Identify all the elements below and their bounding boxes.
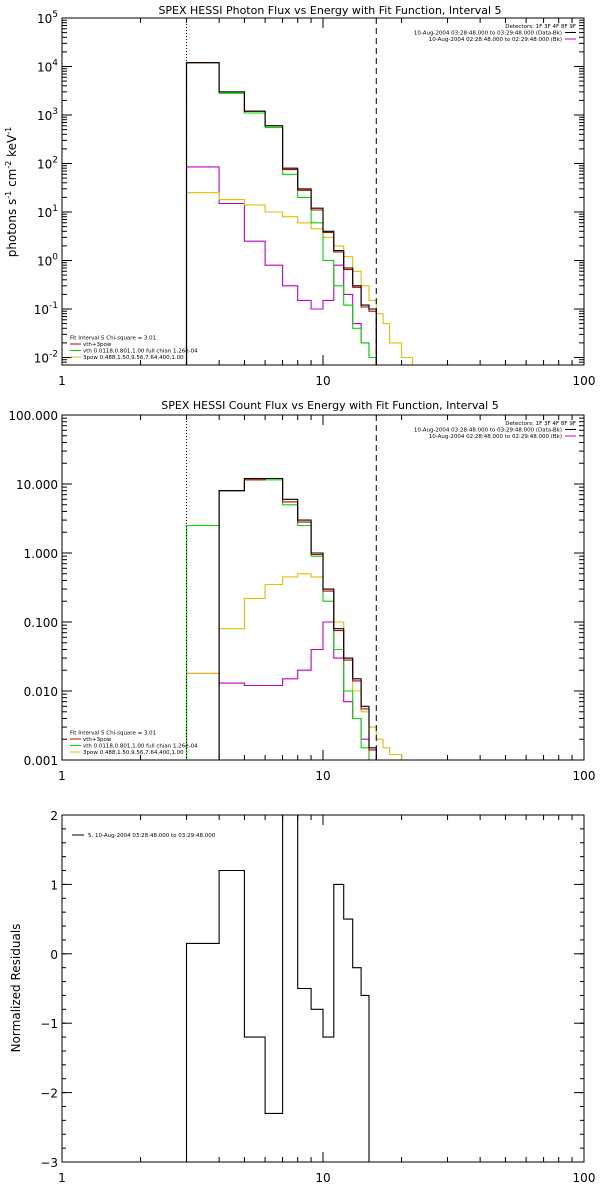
count-legend-bottomleft-entry: Fit Interval 5 Chi-square = 3.01 — [70, 731, 156, 737]
photon-y-tick-label: 102 — [37, 155, 58, 171]
residuals-plot-area: 1 10 100 −3 −2 −1 0 1 2 5. 10-Aug-2004 03:28:48.0… — [40, 809, 595, 1185]
count-y-tick-label: 0.001 — [24, 754, 58, 768]
photon-y-axis-label: photons s-1 cm-2 keV-1 — [4, 127, 19, 258]
photon-x-tick-label: 1 — [58, 374, 66, 388]
count-series-3pow — [185, 573, 413, 760]
count-x-tick-label: 1 — [58, 769, 66, 783]
count-legend-bottomleft-entry: vth 0.0118,0.801,1.00 full chian 1.26e-0… — [83, 744, 198, 750]
residuals-series-group — [185, 815, 377, 1162]
photon-chart-title: SPEX HESSI Photon Flux vs Energy with Fi… — [158, 4, 501, 17]
photon-legend-bottomleft-entry: Fit Interval 5 Chi-square = 3.01 — [70, 336, 156, 342]
count-series-vth — [185, 479, 377, 760]
photon-y-tick-base: 10 — [37, 206, 52, 220]
photon-y-tick-exponent: -2 — [49, 349, 58, 359]
photon-x-tick-label: 10 — [315, 374, 330, 388]
count-series-vth-3pow — [218, 477, 377, 760]
photon-y-tick-label: 104 — [37, 58, 58, 74]
count-series-bk — [185, 621, 377, 760]
photon-y-tick-exponent: 0 — [52, 252, 58, 262]
count-legend-bottomleft-entry: vth+3pow — [83, 737, 112, 743]
count-x-tick-label: 10 — [315, 769, 330, 783]
residuals-legend-topleft-entry: 5. 10-Aug-2004 03:28:48.000 to 03:29:48.… — [88, 833, 216, 839]
residuals-y-tick-label: −1 — [40, 1017, 58, 1031]
count-flux-panel: SPEX HESSI Count Flux vs Energy with Fit… — [8, 399, 595, 783]
photon-series-3pow — [185, 192, 413, 365]
photon-y-tick-label: 10-1 — [34, 301, 58, 317]
photon-y-tick-base: 10 — [34, 351, 49, 365]
photon-y-tick-label: 105 — [37, 10, 58, 26]
photon-y-tick-base: 10 — [37, 60, 52, 74]
photon-series-vth — [185, 62, 377, 365]
photon-y-tick-exponent: 1 — [52, 204, 58, 214]
photon-y-tick-label: 101 — [37, 204, 58, 220]
residuals-y-tick-label: 2 — [50, 809, 58, 823]
count-axes-frame — [61, 414, 585, 761]
photon-y-tick-exponent: 4 — [52, 58, 58, 68]
photon-series-data-bk — [185, 62, 377, 365]
residuals-x-tick-label: 100 — [573, 1171, 596, 1185]
photon-axes-frame — [61, 17, 585, 366]
count-series-data-bk — [218, 477, 377, 760]
photon-legend-bottomleft-entry: vth+3pow — [83, 342, 112, 348]
count-plot-area: 1 10 100 0.001 0.010 0.100 1.000 10.000 100.000 D… — [8, 409, 595, 783]
photon-flux-panel: SPEX HESSI Photon Flux vs Energy with Fi… — [4, 4, 595, 388]
count-legend-topright-entry: 10-Aug-2004 03:28:48.000 to 03:29:48.000… — [414, 428, 562, 434]
photon-legend-bottomleft-entry: vth 0.0118,0.801,1.00 full chian 1.26e-0… — [83, 349, 198, 355]
photon-y-tick-exponent: -1 — [49, 301, 58, 311]
residuals-y-tick-label: −3 — [40, 1156, 58, 1170]
photon-legend-topright-entry: 10-Aug-2004 03:28:48.000 to 03:29:48.000… — [414, 31, 562, 37]
photon-plot-area: 1 10 10010-210-1100101102103104105Detector… — [34, 10, 596, 388]
photon-y-tick-base: 10 — [37, 109, 52, 123]
photon-legend-topright-entry: Detectors: 1F 3F 4F 8F 9F — [505, 24, 576, 30]
count-legend-topright-entry: Detectors: 1F 3F 4F 8F 9F — [505, 421, 576, 427]
photon-y-tick-label: 103 — [37, 107, 58, 123]
count-chart-title: SPEX HESSI Count Flux vs Energy with Fit… — [161, 399, 498, 412]
photon-y-tick-label: 100 — [37, 252, 58, 268]
residuals-y-tick-label: 1 — [50, 878, 58, 892]
count-y-tick-label: 100.000 — [8, 409, 58, 423]
count-series-group — [185, 477, 413, 760]
photon-y-tick-base: 10 — [37, 254, 52, 268]
count-legend-topright-entry: 10-Aug-2004 02:28:48.000 to 02:29:48.000… — [429, 434, 562, 440]
photon-series-vth-3pow — [185, 62, 377, 365]
count-y-tick-label: 0.010 — [24, 685, 58, 699]
count-y-tick-label: 0.100 — [24, 616, 58, 630]
residuals-y-tick-label: −2 — [40, 1087, 58, 1101]
residuals-x-tick-label: 10 — [315, 1171, 330, 1185]
residuals-x-tick-label: 1 — [58, 1171, 66, 1185]
count-y-tick-label: 10.000 — [16, 478, 58, 492]
residuals-series-5-10-aug-2004-03-28-48-000-to-03-29-48-000 — [185, 815, 377, 1162]
photon-y-tick-exponent: 2 — [52, 155, 58, 165]
photon-y-tick-base: 10 — [37, 12, 52, 26]
photon-y-tick-exponent: 3 — [52, 107, 58, 117]
count-y-tick-label: 1.000 — [24, 547, 58, 561]
photon-y-tick-base: 10 — [34, 303, 49, 317]
residuals-y-axis-label: Normalized Residuals — [9, 924, 23, 1053]
residuals-y-tick-label: 0 — [50, 948, 58, 962]
count-x-tick-label: 100 — [573, 769, 596, 783]
photon-series-group — [185, 62, 413, 365]
photon-y-tick-label: 10-2 — [34, 349, 58, 365]
photon-y-tick-exponent: 5 — [52, 10, 58, 20]
photon-legend-bottomleft-entry: 3pow 0.488,1.50,9.56,7.64,400,1.00 — [83, 355, 184, 361]
residuals-axes-frame — [61, 814, 585, 1163]
photon-x-tick-label: 100 — [573, 374, 596, 388]
photon-legend-topright-entry: 10-Aug-2004 02:28:48.000 to 02:29:48.000… — [429, 37, 562, 43]
count-legend-bottomleft-entry: 3pow 0.488,1.50,9.56,7.64,400,1.00 — [83, 750, 184, 756]
photon-y-tick-base: 10 — [37, 157, 52, 171]
residuals-panel: Normalized Residuals 1 10 100 −3 −2 −1 0 1 2 5. 1… — [9, 809, 595, 1185]
